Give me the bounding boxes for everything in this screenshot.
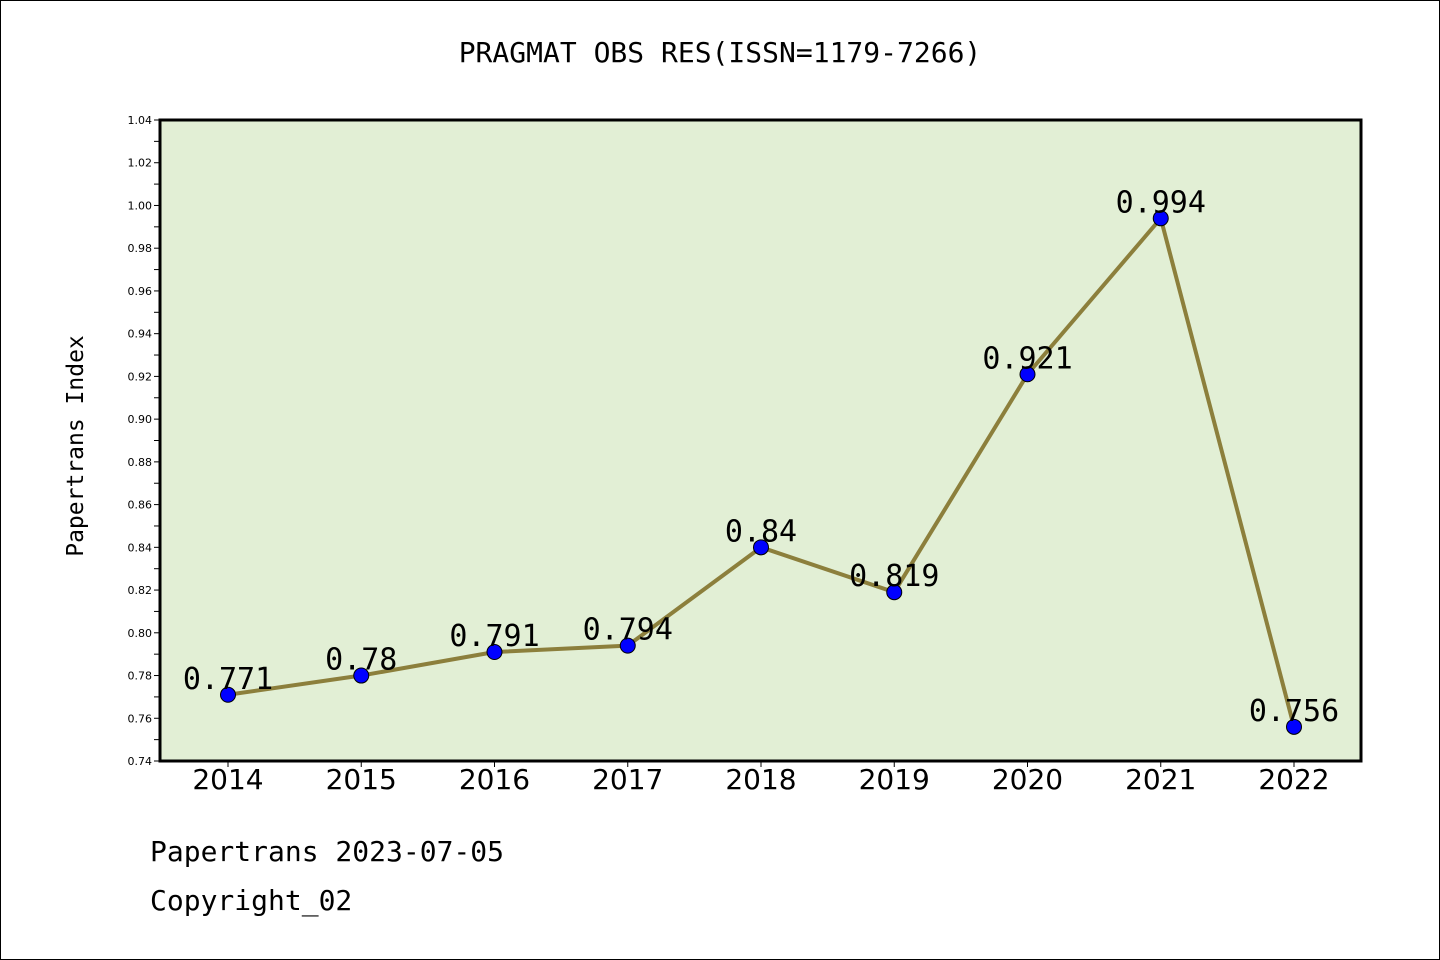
data-label: 0.791 [449,619,539,654]
x-tick-label: 2021 [1125,763,1196,796]
data-point [1019,366,1036,383]
x-tick-label: 2014 [192,763,263,796]
plot-area [158,118,1363,763]
x-tick-label: 2020 [992,763,1063,796]
data-point [753,539,769,556]
x-tick-label: 2019 [859,763,930,796]
data-point [220,686,236,703]
y-tick-label: 0.98 [128,242,153,255]
chart-title: PRAGMAT OBS RES(ISSN=1179-7266) [458,36,982,69]
x-axis-ticks: 2014 2015 2016 2017 2018 2019 2020 2021 2022 [192,761,1330,796]
y-tick-label: 0.92 [128,370,153,383]
y-tick-label: 0.80 [128,627,153,640]
y-tick-label: 0.78 [128,670,153,683]
y-tick-label: 1.02 [128,157,153,170]
y-tick-label: 0.94 [128,328,153,341]
data-label: 0.994 [1116,185,1206,220]
data-label: 0.771 [183,662,273,697]
data-point [1286,718,1302,735]
y-tick-label: 1.00 [128,199,153,212]
y-tick-label: 0.74 [128,755,153,768]
data-point [353,667,370,684]
x-tick-label: 2017 [592,763,663,796]
data-point [1152,210,1169,227]
footer-copyright: Copyright_02 [150,884,353,917]
data-point [886,584,903,601]
y-tick-label: 0.84 [128,541,153,554]
x-tick-label: 2015 [326,763,397,796]
data-label: 0.756 [1249,694,1339,729]
y-tick-label: 1.04 [128,114,153,127]
data-label: 0.78 [325,643,397,678]
x-tick-label: 2022 [1258,763,1329,796]
y-tick-label: 0.86 [128,499,153,512]
y-tick-label: 0.96 [128,285,153,298]
data-point [486,644,503,661]
data-label: 0.921 [982,341,1072,376]
y-axis-ticks: 0.74 0.76 0.78 0.80 0.82 0.84 0.86 0.88 0.90 0.92… [128,114,160,768]
data-label: 0.794 [583,613,673,648]
data-label: 0.84 [725,514,797,549]
y-tick-label: 0.76 [128,712,153,725]
y-tick-label: 0.90 [128,413,153,426]
data-point [619,637,636,654]
y-tick-label: 0.88 [128,456,153,469]
footer-date: Papertrans 2023-07-05 [150,835,505,868]
series-group [220,210,1302,735]
data-label: 0.819 [849,559,939,594]
y-tick-label: 0.82 [128,584,153,597]
data-labels: 0.771 0.78 0.791 0.794 0.84 0.819 0.921 0.994 0.… [183,185,1339,729]
x-tick-label: 2018 [725,763,796,796]
x-tick-label: 2016 [459,763,530,796]
